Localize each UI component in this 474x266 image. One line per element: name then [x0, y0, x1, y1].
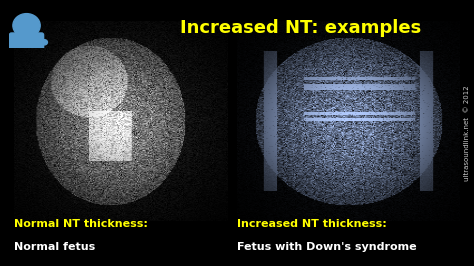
Circle shape: [41, 40, 47, 45]
Text: Increased NT thickness:: Increased NT thickness:: [237, 219, 387, 230]
Text: Normal NT thickness:: Normal NT thickness:: [14, 219, 148, 230]
Text: ultrasoundlink.net  © 2012: ultrasoundlink.net © 2012: [464, 85, 470, 181]
Text: Fetus with Down's syndrome: Fetus with Down's syndrome: [237, 242, 417, 252]
Text: Normal fetus: Normal fetus: [14, 242, 95, 252]
Text: Increased NT: examples: Increased NT: examples: [180, 19, 421, 37]
FancyBboxPatch shape: [9, 33, 44, 50]
Circle shape: [13, 14, 40, 38]
